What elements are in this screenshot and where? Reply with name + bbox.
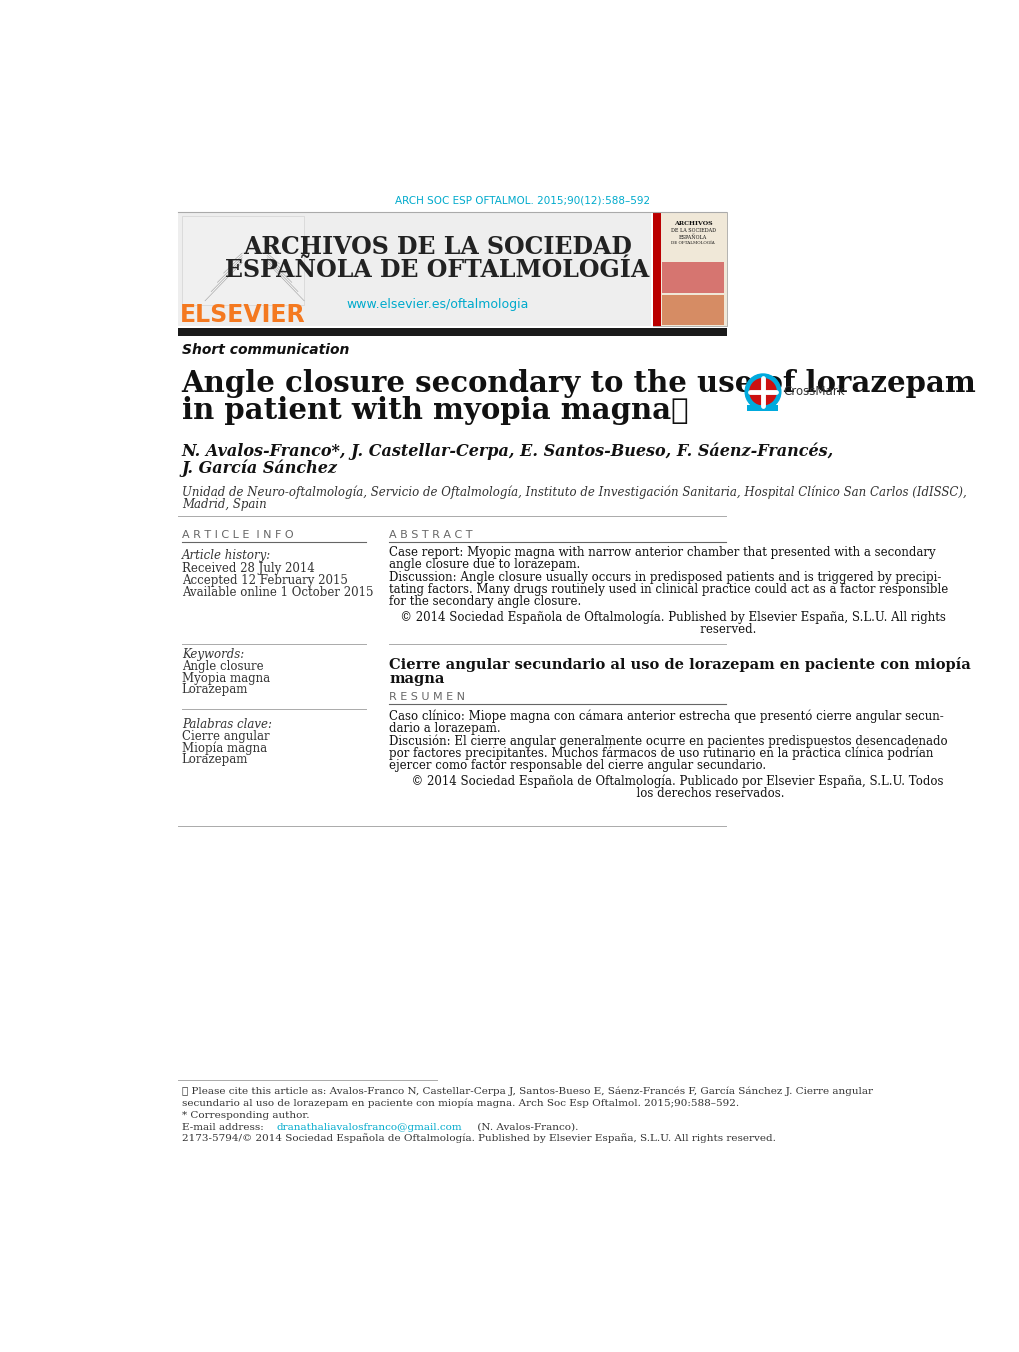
Text: Caso clínico: Miope magna con cámara anterior estrecha que presentó cierre angul: Caso clínico: Miope magna con cámara ant…: [389, 710, 944, 723]
Text: CrossMark: CrossMark: [783, 385, 844, 399]
Text: © 2014 Sociedad Española de Oftalmología. Published by Elsevier España, S.L.U. A: © 2014 Sociedad Española de Oftalmología…: [389, 611, 946, 625]
Text: los derechos reservados.: los derechos reservados.: [389, 787, 785, 800]
Text: ARCH SOC ESP OFTALMOL. 2015;90(12):588–592: ARCH SOC ESP OFTALMOL. 2015;90(12):588–5…: [394, 196, 650, 206]
Text: Angle closure secondary to the use of lorazepam: Angle closure secondary to the use of lo…: [181, 369, 975, 399]
Text: Myopia magna: Myopia magna: [181, 672, 270, 684]
Text: dranathaliavalosfranco@gmail.com: dranathaliavalosfranco@gmail.com: [276, 1122, 462, 1132]
Circle shape: [749, 379, 775, 404]
Text: reserved.: reserved.: [389, 623, 756, 637]
Text: Cierre angular secundario al uso de lorazepam en paciente con miopía: Cierre angular secundario al uso de lora…: [389, 657, 970, 672]
Text: Unidad de Neuro-oftalmología, Servicio de Oftalmología, Instituto de Investigaci: Unidad de Neuro-oftalmología, Servicio d…: [181, 485, 966, 499]
Text: Case report: Myopic magna with narrow anterior chamber that presented with a sec: Case report: Myopic magna with narrow an…: [389, 546, 935, 560]
Text: Cierre angular: Cierre angular: [181, 730, 269, 744]
Text: ESPAÑOLA: ESPAÑOLA: [679, 234, 707, 239]
Text: J. García Sánchez: J. García Sánchez: [181, 460, 337, 477]
Text: Article history:: Article history:: [181, 549, 271, 562]
Text: Madrid, Spain: Madrid, Spain: [181, 498, 266, 511]
Text: for the secondary angle closure.: for the secondary angle closure.: [389, 595, 581, 608]
Text: secundario al uso de lorazepam en paciente con miopía magna. Arch Soc Esp Oftalm: secundario al uso de lorazepam en pacien…: [181, 1098, 738, 1107]
Text: Keywords:: Keywords:: [181, 648, 244, 661]
Bar: [661, 262, 723, 293]
Text: ejercer como factor responsable del cierre angular secundario.: ejercer como factor responsable del cier…: [389, 760, 766, 772]
Text: por factores precipitantes. Muchos fármacos de uso rutinario en la práctica clín: por factores precipitantes. Muchos fárma…: [389, 746, 933, 760]
Text: ARCHIVOS DE LA SOCIEDAD: ARCHIVOS DE LA SOCIEDAD: [243, 235, 632, 260]
Text: Lorazepam: Lorazepam: [181, 753, 248, 767]
Text: Accepted 12 February 2015: Accepted 12 February 2015: [181, 573, 347, 587]
Text: DE LA SOCIEDAD: DE LA SOCIEDAD: [671, 228, 715, 234]
Text: ESPAÑOLA DE OFTALMOLOGÍA: ESPAÑOLA DE OFTALMOLOGÍA: [225, 258, 649, 283]
Text: tating factors. Many drugs routinely used in clinical practice could act as a fa: tating factors. Many drugs routinely use…: [389, 583, 948, 596]
Bar: [747, 404, 777, 411]
Text: in patient with myopia magna☆: in patient with myopia magna☆: [181, 396, 688, 426]
Text: (N. Avalos-Franco).: (N. Avalos-Franco).: [474, 1122, 578, 1132]
Text: www.elsevier.es/oftalmologia: www.elsevier.es/oftalmologia: [346, 299, 528, 311]
Bar: [661, 296, 723, 324]
Text: magna: magna: [389, 672, 444, 685]
Text: * Corresponding author.: * Corresponding author.: [181, 1111, 309, 1119]
Circle shape: [745, 375, 781, 410]
Text: Lorazepam: Lorazepam: [181, 683, 248, 696]
Text: Available online 1 October 2015: Available online 1 October 2015: [181, 587, 373, 599]
Text: © 2014 Sociedad Española de Oftalmología. Publicado por Elsevier España, S.L.U. : © 2014 Sociedad Española de Oftalmología…: [389, 775, 943, 788]
Text: Discussion: Angle closure usually occurs in predisposed patients and is triggere: Discussion: Angle closure usually occurs…: [389, 571, 941, 584]
Text: Received 28 July 2014: Received 28 July 2014: [181, 561, 314, 575]
Text: ☆ Please cite this article as: Avalos-Franco N, Castellar-Cerpa J, Santos-Bueso : ☆ Please cite this article as: Avalos-Fr…: [181, 1087, 872, 1096]
Bar: [652, 212, 660, 326]
Text: dario a lorazepam.: dario a lorazepam.: [389, 722, 500, 735]
Text: ARCHIVOS: ARCHIVOS: [674, 222, 712, 226]
Text: Palabras clave:: Palabras clave:: [181, 718, 271, 731]
Text: 2173-5794/© 2014 Sociedad Española de Oftalmología. Published by Elsevier España: 2173-5794/© 2014 Sociedad Española de Of…: [181, 1134, 774, 1144]
Bar: [181, 216, 304, 304]
Text: N. Avalos-Franco*, J. Castellar-Cerpa, E. Santos-Bueso, F. Sáenz-Francés,: N. Avalos-Franco*, J. Castellar-Cerpa, E…: [181, 442, 834, 460]
Bar: [177, 327, 726, 337]
Text: angle closure due to lorazepam.: angle closure due to lorazepam.: [389, 558, 580, 572]
Text: Discusión: El cierre angular generalmente ocurre en pacientes predispuestos dese: Discusión: El cierre angular generalment…: [389, 734, 947, 748]
Text: Angle closure: Angle closure: [181, 660, 263, 673]
Text: ELSEVIER: ELSEVIER: [179, 303, 305, 327]
Text: DE OFTALMOLOGÍA: DE OFTALMOLOGÍA: [671, 241, 714, 245]
Bar: [652, 212, 726, 326]
Text: Miopía magna: Miopía magna: [181, 741, 267, 754]
Text: E-mail address:: E-mail address:: [181, 1122, 267, 1132]
Text: Short communication: Short communication: [181, 343, 348, 357]
Bar: [177, 212, 650, 326]
Text: A B S T R A C T: A B S T R A C T: [389, 530, 473, 539]
Text: R E S U M E N: R E S U M E N: [389, 692, 465, 703]
Text: A R T I C L E  I N F O: A R T I C L E I N F O: [181, 530, 293, 539]
